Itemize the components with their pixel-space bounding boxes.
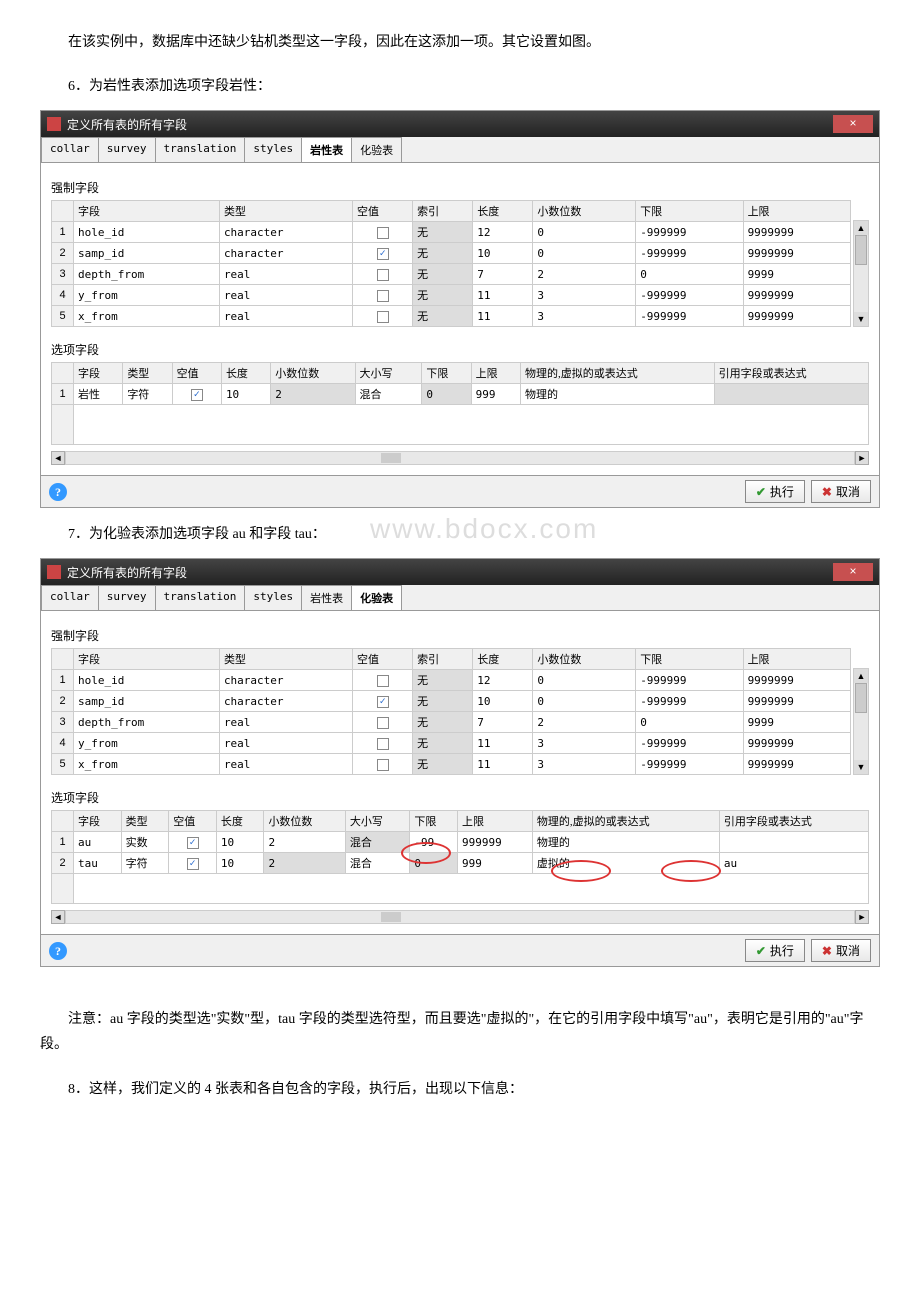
checkbox[interactable] bbox=[377, 227, 389, 239]
col-type: 类型 bbox=[219, 201, 352, 222]
col-null: 空值 bbox=[353, 201, 413, 222]
tab-collar[interactable]: collar bbox=[41, 137, 99, 162]
table-row[interactable]: 5x_fromreal无113-9999999999999 bbox=[52, 754, 851, 775]
tab-survey[interactable]: survey bbox=[98, 137, 156, 162]
tab-translation[interactable]: translation bbox=[155, 585, 246, 610]
mandatory-label: 强制字段 bbox=[51, 627, 869, 644]
app-icon bbox=[47, 117, 61, 131]
hscrollbar[interactable]: ◄► bbox=[51, 910, 869, 924]
dialog1-tabs: collar survey translation styles 岩性表 化验表 bbox=[41, 137, 879, 163]
tab-huayan[interactable]: 化验表 bbox=[351, 585, 402, 610]
table-row[interactable]: 1hole_idcharacter无120-9999999999999 bbox=[52, 670, 851, 691]
optional-label: 选项字段 bbox=[51, 789, 869, 806]
tab-huayan[interactable]: 化验表 bbox=[351, 137, 402, 162]
dialog1-titlebar: 定义所有表的所有字段 × bbox=[41, 111, 879, 137]
tab-survey[interactable]: survey bbox=[98, 585, 156, 610]
table-row-empty[interactable] bbox=[52, 874, 869, 904]
dialog1-title: 定义所有表的所有字段 bbox=[67, 116, 187, 133]
step6-text: 6．为岩性表添加选项字段岩性： bbox=[40, 75, 880, 95]
col-lo: 下限 bbox=[636, 201, 743, 222]
tab-yanxing[interactable]: 岩性表 bbox=[301, 585, 352, 610]
col-len: 长度 bbox=[473, 201, 533, 222]
close-button[interactable]: × bbox=[833, 115, 873, 133]
x-icon: ✖ bbox=[822, 485, 832, 499]
help-icon[interactable]: ? bbox=[49, 942, 67, 960]
ok-button[interactable]: ✔执行 bbox=[745, 939, 805, 962]
table-row[interactable]: 1岩性字符102混合0999物理的 bbox=[52, 384, 869, 405]
vscrollbar[interactable]: ▲▼ bbox=[853, 668, 869, 775]
optional-label: 选项字段 bbox=[51, 341, 869, 358]
app-icon bbox=[47, 565, 61, 579]
checkbox[interactable] bbox=[191, 389, 203, 401]
checkbox[interactable] bbox=[377, 696, 389, 708]
optional-grid: 字段 类型 空值 长度 小数位数 大小写 下限 上限 物理的,虚拟的或表达式 引… bbox=[51, 362, 869, 445]
dialog1-body: 强制字段 字段 类型 空值 索引 长度 小数位数 下限 上限 1hole_idc… bbox=[41, 163, 879, 475]
col-index: 索引 bbox=[413, 201, 473, 222]
checkbox[interactable] bbox=[377, 248, 389, 260]
check-icon: ✔ bbox=[756, 485, 766, 499]
step7-text: 7．为化验表添加选项字段 au 和字段 tau： bbox=[40, 523, 880, 543]
col-hi: 上限 bbox=[743, 201, 850, 222]
table-row[interactable]: 4y_fromreal无113-9999999999999 bbox=[52, 285, 851, 306]
table-row[interactable]: 5x_fromreal无113-9999999999999 bbox=[52, 306, 851, 327]
checkbox[interactable] bbox=[377, 269, 389, 281]
checkbox[interactable] bbox=[377, 675, 389, 687]
intro-text: 在该实例中，数据库中还缺少钻机类型这一字段，因此在这添加一项。其它设置如图。 bbox=[40, 30, 880, 55]
mandatory-label: 强制字段 bbox=[51, 179, 869, 196]
vscrollbar[interactable]: ▲▼ bbox=[853, 220, 869, 327]
table-row[interactable]: 3depth_fromreal无7209999 bbox=[52, 264, 851, 285]
checkbox[interactable] bbox=[187, 858, 199, 870]
checkbox[interactable] bbox=[377, 759, 389, 771]
table-row[interactable]: 2tau字符102混合0999虚拟的au bbox=[52, 853, 869, 874]
tab-translation[interactable]: translation bbox=[155, 137, 246, 162]
cancel-button[interactable]: ✖取消 bbox=[811, 939, 871, 962]
note-text: 注意：au 字段的类型选"实数"型，tau 字段的类型选符型，而且要选"虚拟的"… bbox=[40, 1007, 880, 1057]
tab-collar[interactable]: collar bbox=[41, 585, 99, 610]
dialog-fields-huayan: 定义所有表的所有字段 × collar survey translation s… bbox=[40, 558, 880, 967]
help-icon[interactable]: ? bbox=[49, 483, 67, 501]
checkbox[interactable] bbox=[377, 738, 389, 750]
dialog2-tabs: collar survey translation styles 岩性表 化验表 bbox=[41, 585, 879, 611]
checkbox[interactable] bbox=[377, 290, 389, 302]
ok-button[interactable]: ✔执行 bbox=[745, 480, 805, 503]
table-row[interactable]: 2samp_idcharacter无100-9999999999999 bbox=[52, 691, 851, 712]
mandatory-grid: 字段 类型 空值 索引 长度 小数位数 下限 上限 1hole_idcharac… bbox=[51, 200, 851, 327]
hscrollbar[interactable]: ◄► bbox=[51, 451, 869, 465]
table-row[interactable]: 1hole_idcharacter无120-9999999999999 bbox=[52, 222, 851, 243]
col-dec: 小数位数 bbox=[533, 201, 636, 222]
checkbox[interactable] bbox=[187, 837, 199, 849]
dialog-fields-yanxing: 定义所有表的所有字段 × collar survey translation s… bbox=[40, 110, 880, 508]
dialog2-body: 强制字段 字段 类型 空值 索引 长度 小数位数 下限 上限 1hole_idc… bbox=[41, 611, 879, 934]
checkbox[interactable] bbox=[377, 717, 389, 729]
close-button[interactable]: × bbox=[833, 563, 873, 581]
table-row[interactable]: 1au实数102混合-99999999物理的 bbox=[52, 832, 869, 853]
optional-grid: 字段 类型 空值 长度 小数位数 大小写 下限 上限 物理的,虚拟的或表达式 引… bbox=[51, 810, 869, 904]
dialog2-titlebar: 定义所有表的所有字段 × bbox=[41, 559, 879, 585]
cancel-button[interactable]: ✖取消 bbox=[811, 480, 871, 503]
table-row[interactable]: 3depth_fromreal无7209999 bbox=[52, 712, 851, 733]
table-row[interactable]: 4y_fromreal无113-9999999999999 bbox=[52, 733, 851, 754]
col-field: 字段 bbox=[74, 201, 220, 222]
step8-text: 8．这样，我们定义的 4 张表和各自包含的字段，执行后，出现以下信息： bbox=[40, 1078, 880, 1098]
dialog1-footer: ? ✔执行 ✖取消 bbox=[41, 475, 879, 507]
table-row-empty[interactable] bbox=[52, 405, 869, 445]
table-row[interactable]: 2samp_idcharacter无100-9999999999999 bbox=[52, 243, 851, 264]
x-icon: ✖ bbox=[822, 944, 832, 958]
tab-styles[interactable]: styles bbox=[244, 585, 302, 610]
dialog2-title: 定义所有表的所有字段 bbox=[67, 564, 187, 581]
mandatory-grid: 字段 类型 空值 索引 长度 小数位数 下限 上限 1hole_idcharac… bbox=[51, 648, 851, 775]
dialog2-footer: ? ✔执行 ✖取消 bbox=[41, 934, 879, 966]
tab-styles[interactable]: styles bbox=[244, 137, 302, 162]
tab-yanxing[interactable]: 岩性表 bbox=[301, 137, 352, 162]
check-icon: ✔ bbox=[756, 944, 766, 958]
checkbox[interactable] bbox=[377, 311, 389, 323]
